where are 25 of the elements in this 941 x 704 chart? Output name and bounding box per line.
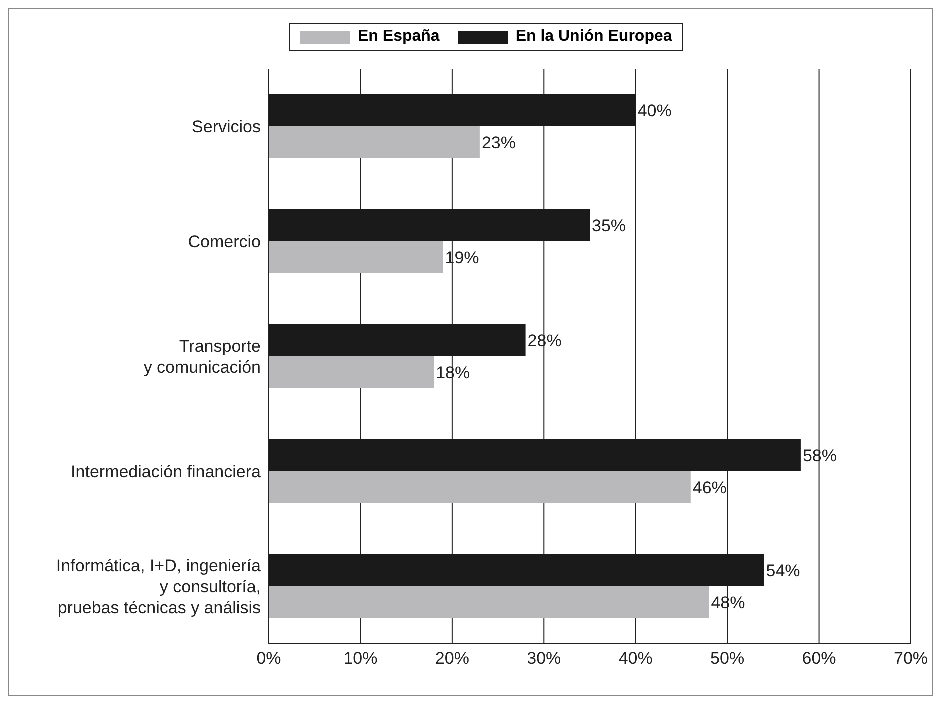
bar — [269, 586, 710, 618]
x-tick-label: 60% — [802, 649, 836, 668]
bar — [269, 356, 434, 388]
x-tick-label: 70% — [894, 649, 928, 668]
data-label: 35% — [592, 216, 626, 236]
bar — [269, 471, 691, 504]
y-tick-label: Servicios — [192, 117, 261, 136]
bar — [269, 126, 480, 158]
y-tick-label: Informática, I+D, ingeniería y consultoría, pruebas técnicas y análisis — [56, 556, 262, 617]
data-label: 23% — [482, 133, 516, 152]
x-tick-label: 50% — [710, 649, 745, 668]
y-tick-label: Comercio — [188, 232, 261, 251]
data-label: 46% — [692, 478, 727, 498]
y-tick-label: Transporte y comunicación — [144, 336, 261, 376]
bar — [269, 241, 444, 274]
x-tick-label: 30% — [527, 649, 562, 668]
y-tick-label: Intermediación financiera — [71, 462, 262, 481]
x-tick-label: 40% — [618, 649, 653, 668]
x-tick-label: 20% — [435, 649, 470, 668]
legend-label: En España — [358, 28, 440, 46]
data-label: 54% — [766, 561, 800, 580]
data-label: 40% — [638, 101, 672, 120]
x-tick-label: 10% — [344, 649, 378, 668]
legend-label: En la Unión Europea — [516, 28, 672, 46]
x-tick-label: 0% — [256, 649, 282, 668]
